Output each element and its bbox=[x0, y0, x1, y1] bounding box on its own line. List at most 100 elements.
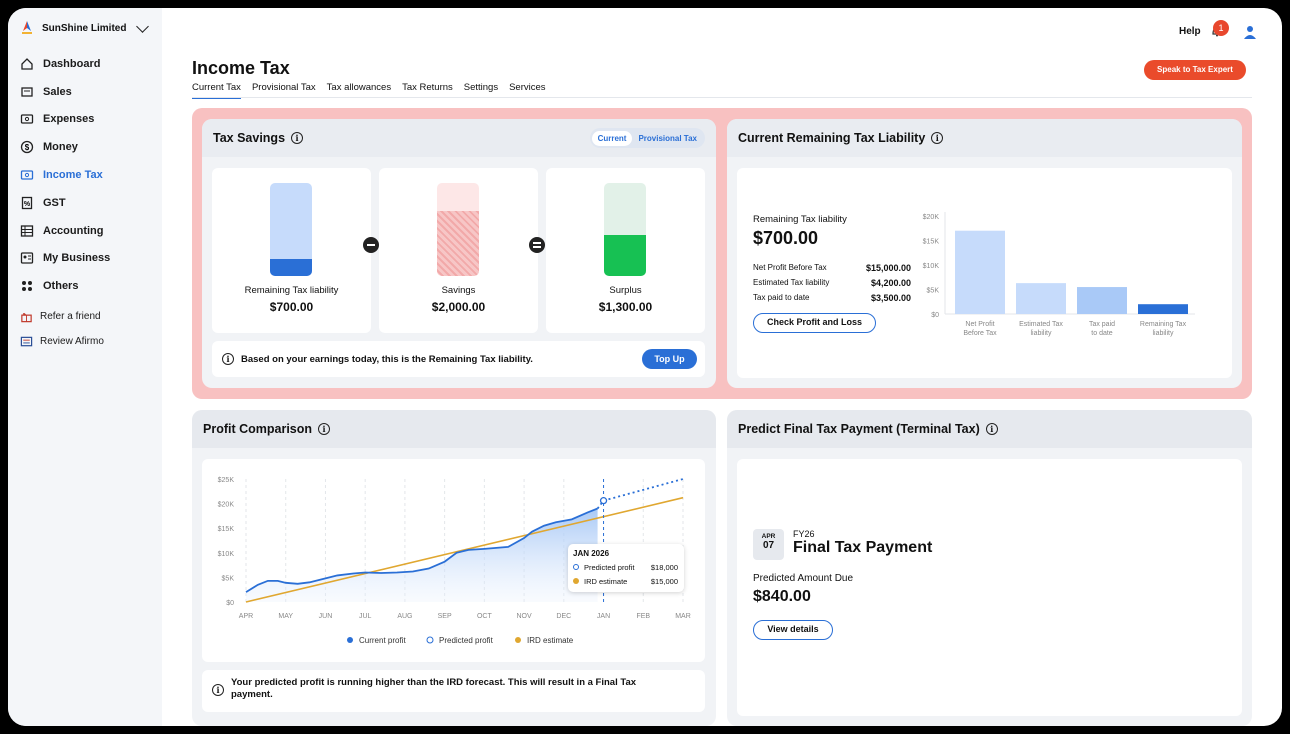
sidebar-item-label: Refer a friend bbox=[40, 311, 101, 323]
tab-settings[interactable]: Settings bbox=[463, 82, 499, 93]
sidebar-item-label: Money bbox=[43, 141, 78, 154]
sidebar-item-money[interactable]: $ Money bbox=[20, 133, 160, 161]
date-month: APR bbox=[761, 533, 776, 540]
sidebar-item-label: Others bbox=[43, 280, 79, 293]
tab-divider bbox=[192, 97, 1252, 98]
company-switcher[interactable]: SunShine Limited bbox=[20, 20, 126, 36]
final-tax-heading: Final Tax Payment bbox=[793, 539, 933, 556]
page-title: Income Tax bbox=[192, 58, 290, 78]
sidebar-item-accounting[interactable]: Accounting bbox=[20, 217, 160, 245]
tab-tax-returns[interactable]: Tax Returns bbox=[402, 82, 453, 93]
company-logo-icon bbox=[20, 20, 34, 36]
tab-current-tax[interactable]: Current Tax bbox=[192, 82, 241, 99]
sidebar-item-review-afirmo[interactable]: Review Afirmo bbox=[20, 329, 160, 354]
toggle-provisional[interactable]: Provisional Tax bbox=[638, 133, 697, 143]
profit-note: Your predicted profit is running higher … bbox=[231, 677, 637, 700]
info-icon[interactable]: i bbox=[291, 132, 304, 144]
help-link[interactable]: Help bbox=[1179, 26, 1201, 37]
predict-panel: APR 07 FY26 Final Tax Payment Predicted … bbox=[737, 459, 1242, 716]
toggle-current[interactable]: Current bbox=[591, 130, 633, 146]
top-up-button[interactable]: Top Up bbox=[642, 349, 697, 369]
date-badge: APR 07 bbox=[753, 529, 784, 560]
chevron-down-icon[interactable] bbox=[136, 20, 149, 33]
liability-value: $700.00 bbox=[269, 300, 314, 314]
sidebar-item-others[interactable]: Others bbox=[20, 272, 160, 300]
legend-label: Current profit bbox=[359, 636, 406, 645]
company-name: SunShine Limited bbox=[42, 22, 127, 34]
y-tick-label: $25K bbox=[218, 477, 235, 484]
info-icon[interactable]: i bbox=[318, 423, 331, 435]
sidebar-item-dashboard[interactable]: Dashboard bbox=[20, 50, 160, 78]
liability-row: Estimated Tax liability $4,200.00 bbox=[753, 275, 911, 290]
info-icon[interactable]: i bbox=[985, 423, 998, 435]
ird-estimate-line bbox=[245, 496, 684, 603]
business-icon bbox=[20, 251, 34, 265]
speak-to-expert-button[interactable]: Speak to Tax Expert bbox=[1144, 60, 1246, 80]
tooltip-label: Predicted profit bbox=[584, 563, 635, 572]
sidebar-item-expenses[interactable]: Expenses bbox=[20, 106, 160, 134]
savings-note: Based on your earnings today, this is th… bbox=[241, 354, 533, 365]
tooltip-value: $15,000 bbox=[650, 577, 678, 586]
current-profit-area bbox=[246, 508, 598, 602]
liability-card: Current Remaining Tax Liability i Remain… bbox=[727, 119, 1242, 388]
liability-card-title: Current Remaining Tax Liability bbox=[738, 131, 926, 145]
gift-icon bbox=[20, 310, 33, 323]
sidebar-item-label: GST bbox=[43, 196, 66, 209]
info-icon[interactable]: i bbox=[931, 132, 944, 144]
income-tax-icon bbox=[20, 168, 34, 182]
profit-title: Profit Comparison bbox=[203, 422, 313, 436]
info-icon: i bbox=[222, 353, 234, 365]
x-tick-label: Net Profit bbox=[965, 321, 994, 328]
y-tick-label: $5K bbox=[222, 575, 235, 582]
tab-provisional-tax[interactable]: Provisional Tax bbox=[251, 82, 316, 93]
surplus-fill bbox=[604, 235, 646, 276]
y-tick-label: $0 bbox=[226, 600, 234, 607]
user-avatar-icon[interactable] bbox=[1242, 24, 1258, 40]
gst-icon: % bbox=[20, 196, 34, 210]
profit-line-chart: APR MAY JUN JUL AUG SEP OCT NOV DEC JAN FEB MAR $0 $5… bbox=[218, 477, 691, 645]
sales-icon bbox=[20, 85, 34, 99]
row-label: Net Profit Before Tax bbox=[753, 263, 827, 272]
svg-text:$: $ bbox=[25, 143, 30, 152]
view-details-button[interactable]: View details bbox=[753, 620, 833, 640]
row-label: Estimated Tax liability bbox=[753, 278, 830, 287]
x-tick-label: FEB bbox=[636, 613, 650, 620]
check-profit-loss-button[interactable]: Check Profit and Loss bbox=[753, 313, 876, 333]
x-tick-label: Remaining Tax bbox=[1140, 321, 1187, 328]
ledger-icon bbox=[20, 224, 34, 238]
sidebar-item-sales[interactable]: Sales bbox=[20, 78, 160, 106]
x-tick-label: liability bbox=[1030, 330, 1052, 337]
y-tick-label: $15K bbox=[218, 526, 235, 533]
tab-tax-allowances[interactable]: Tax allowances bbox=[326, 82, 392, 93]
predict-title: Predict Final Tax Payment (Terminal Tax) bbox=[738, 422, 980, 436]
x-tick-label: AUG bbox=[397, 613, 412, 620]
sidebar-item-label: Sales bbox=[43, 85, 72, 98]
x-tick-label: Estimated Tax bbox=[1019, 321, 1063, 328]
x-tick-label: MAY bbox=[278, 613, 293, 620]
main: Help 1 Income Tax Current Tax Provisional… bbox=[162, 8, 1282, 726]
predicted-point bbox=[599, 496, 608, 505]
remaining-value: $700.00 bbox=[753, 228, 819, 248]
home-icon bbox=[20, 57, 34, 71]
row-label: Tax paid to date bbox=[753, 293, 810, 302]
y-tick-label: $0 bbox=[931, 312, 939, 319]
y-tick-label: $10K bbox=[218, 551, 235, 558]
sidebar-item-my-business[interactable]: My Business bbox=[20, 245, 160, 273]
sidebar-item-gst[interactable]: % GST bbox=[20, 189, 160, 217]
predicted-dot-icon bbox=[573, 564, 579, 570]
tab-services[interactable]: Services bbox=[509, 82, 546, 93]
equals-icon bbox=[529, 237, 545, 253]
predicted-profit-line bbox=[596, 478, 684, 510]
liability-panel-body: Remaining Tax liability $700.00 Net Prof… bbox=[737, 168, 1232, 378]
x-tick-label: Tax paid bbox=[1089, 321, 1115, 328]
surplus-value: $1,300.00 bbox=[598, 300, 653, 314]
x-tick-label: to date bbox=[1091, 330, 1113, 337]
tooltip-title: JAN 2026 bbox=[573, 549, 610, 558]
review-icon bbox=[20, 335, 33, 348]
sidebar-item-label: Accounting bbox=[43, 224, 104, 237]
sidebar-item-income-tax[interactable]: Income Tax bbox=[20, 161, 160, 189]
surplus-label: Surplus bbox=[609, 285, 642, 296]
sidebar-item-refer-a-friend[interactable]: Refer a friend bbox=[20, 304, 160, 329]
predict-card: Predict Final Tax Payment (Terminal Tax)… bbox=[727, 410, 1252, 726]
tooltip-label: IRD estimate bbox=[584, 577, 628, 586]
